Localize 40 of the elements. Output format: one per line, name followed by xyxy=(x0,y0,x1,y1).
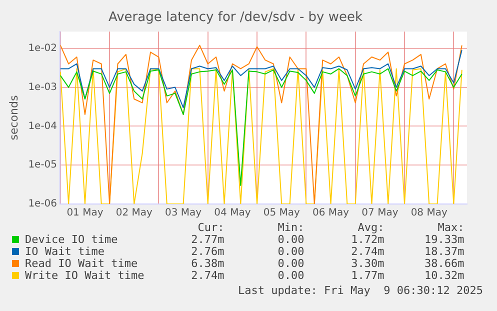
text: 0.00 xyxy=(276,233,304,246)
text: Cur: xyxy=(196,221,224,234)
y-tick-label: 1e-05 xyxy=(28,160,58,171)
text: Avg: xyxy=(356,221,384,234)
x-tick-label: 08 May xyxy=(410,208,448,219)
text: 10.32m xyxy=(423,269,464,282)
text: 0.00 xyxy=(276,245,304,258)
text: Max: xyxy=(436,221,464,234)
y-axis-title: seconds xyxy=(7,95,20,140)
y-tick-label: 1e-06 xyxy=(28,198,58,210)
text: 6.38m xyxy=(190,257,224,270)
text: 3.30m xyxy=(350,257,384,270)
y-tick-label: 1e-02 xyxy=(28,42,58,54)
text: 0.00 xyxy=(276,257,304,270)
text: 18.37m xyxy=(423,245,464,258)
chart-title: Average latency for /dev/sdv - by week xyxy=(108,10,363,26)
legend-label: Write IO Wait time xyxy=(24,269,144,282)
y-tick-label: 1e-03 xyxy=(28,82,58,93)
x-tick-label: 06 May xyxy=(312,208,350,219)
text: 1.77m xyxy=(350,269,384,282)
text: 0.00 xyxy=(276,269,304,282)
x-tick-label: 01 May xyxy=(66,208,104,219)
x-tick-label: 05 May xyxy=(263,208,300,219)
x-tick-label: 02 May xyxy=(116,208,152,219)
legend-label: Device IO time xyxy=(24,233,119,246)
text: 19.33m xyxy=(423,233,464,246)
text: 38.66m xyxy=(423,257,464,270)
y-tick-label: 1e-04 xyxy=(28,120,58,132)
text: Min: xyxy=(276,221,304,234)
legend-label: IO Wait time xyxy=(24,245,106,258)
x-tick-label: 03 May xyxy=(165,208,202,219)
text: Last update: Fri May 9 06:30:12 2025 xyxy=(238,284,483,297)
legend-label: Read IO Wait time xyxy=(24,257,139,270)
x-tick-label: 04 May xyxy=(214,208,251,219)
text: 2.74m xyxy=(190,269,224,282)
x-tick-label: 07 May xyxy=(362,208,398,219)
text: 2.76m xyxy=(190,245,224,258)
text: 2.74m xyxy=(350,245,384,258)
text: 1.72m xyxy=(350,233,384,246)
text: 2.77m xyxy=(190,233,224,246)
